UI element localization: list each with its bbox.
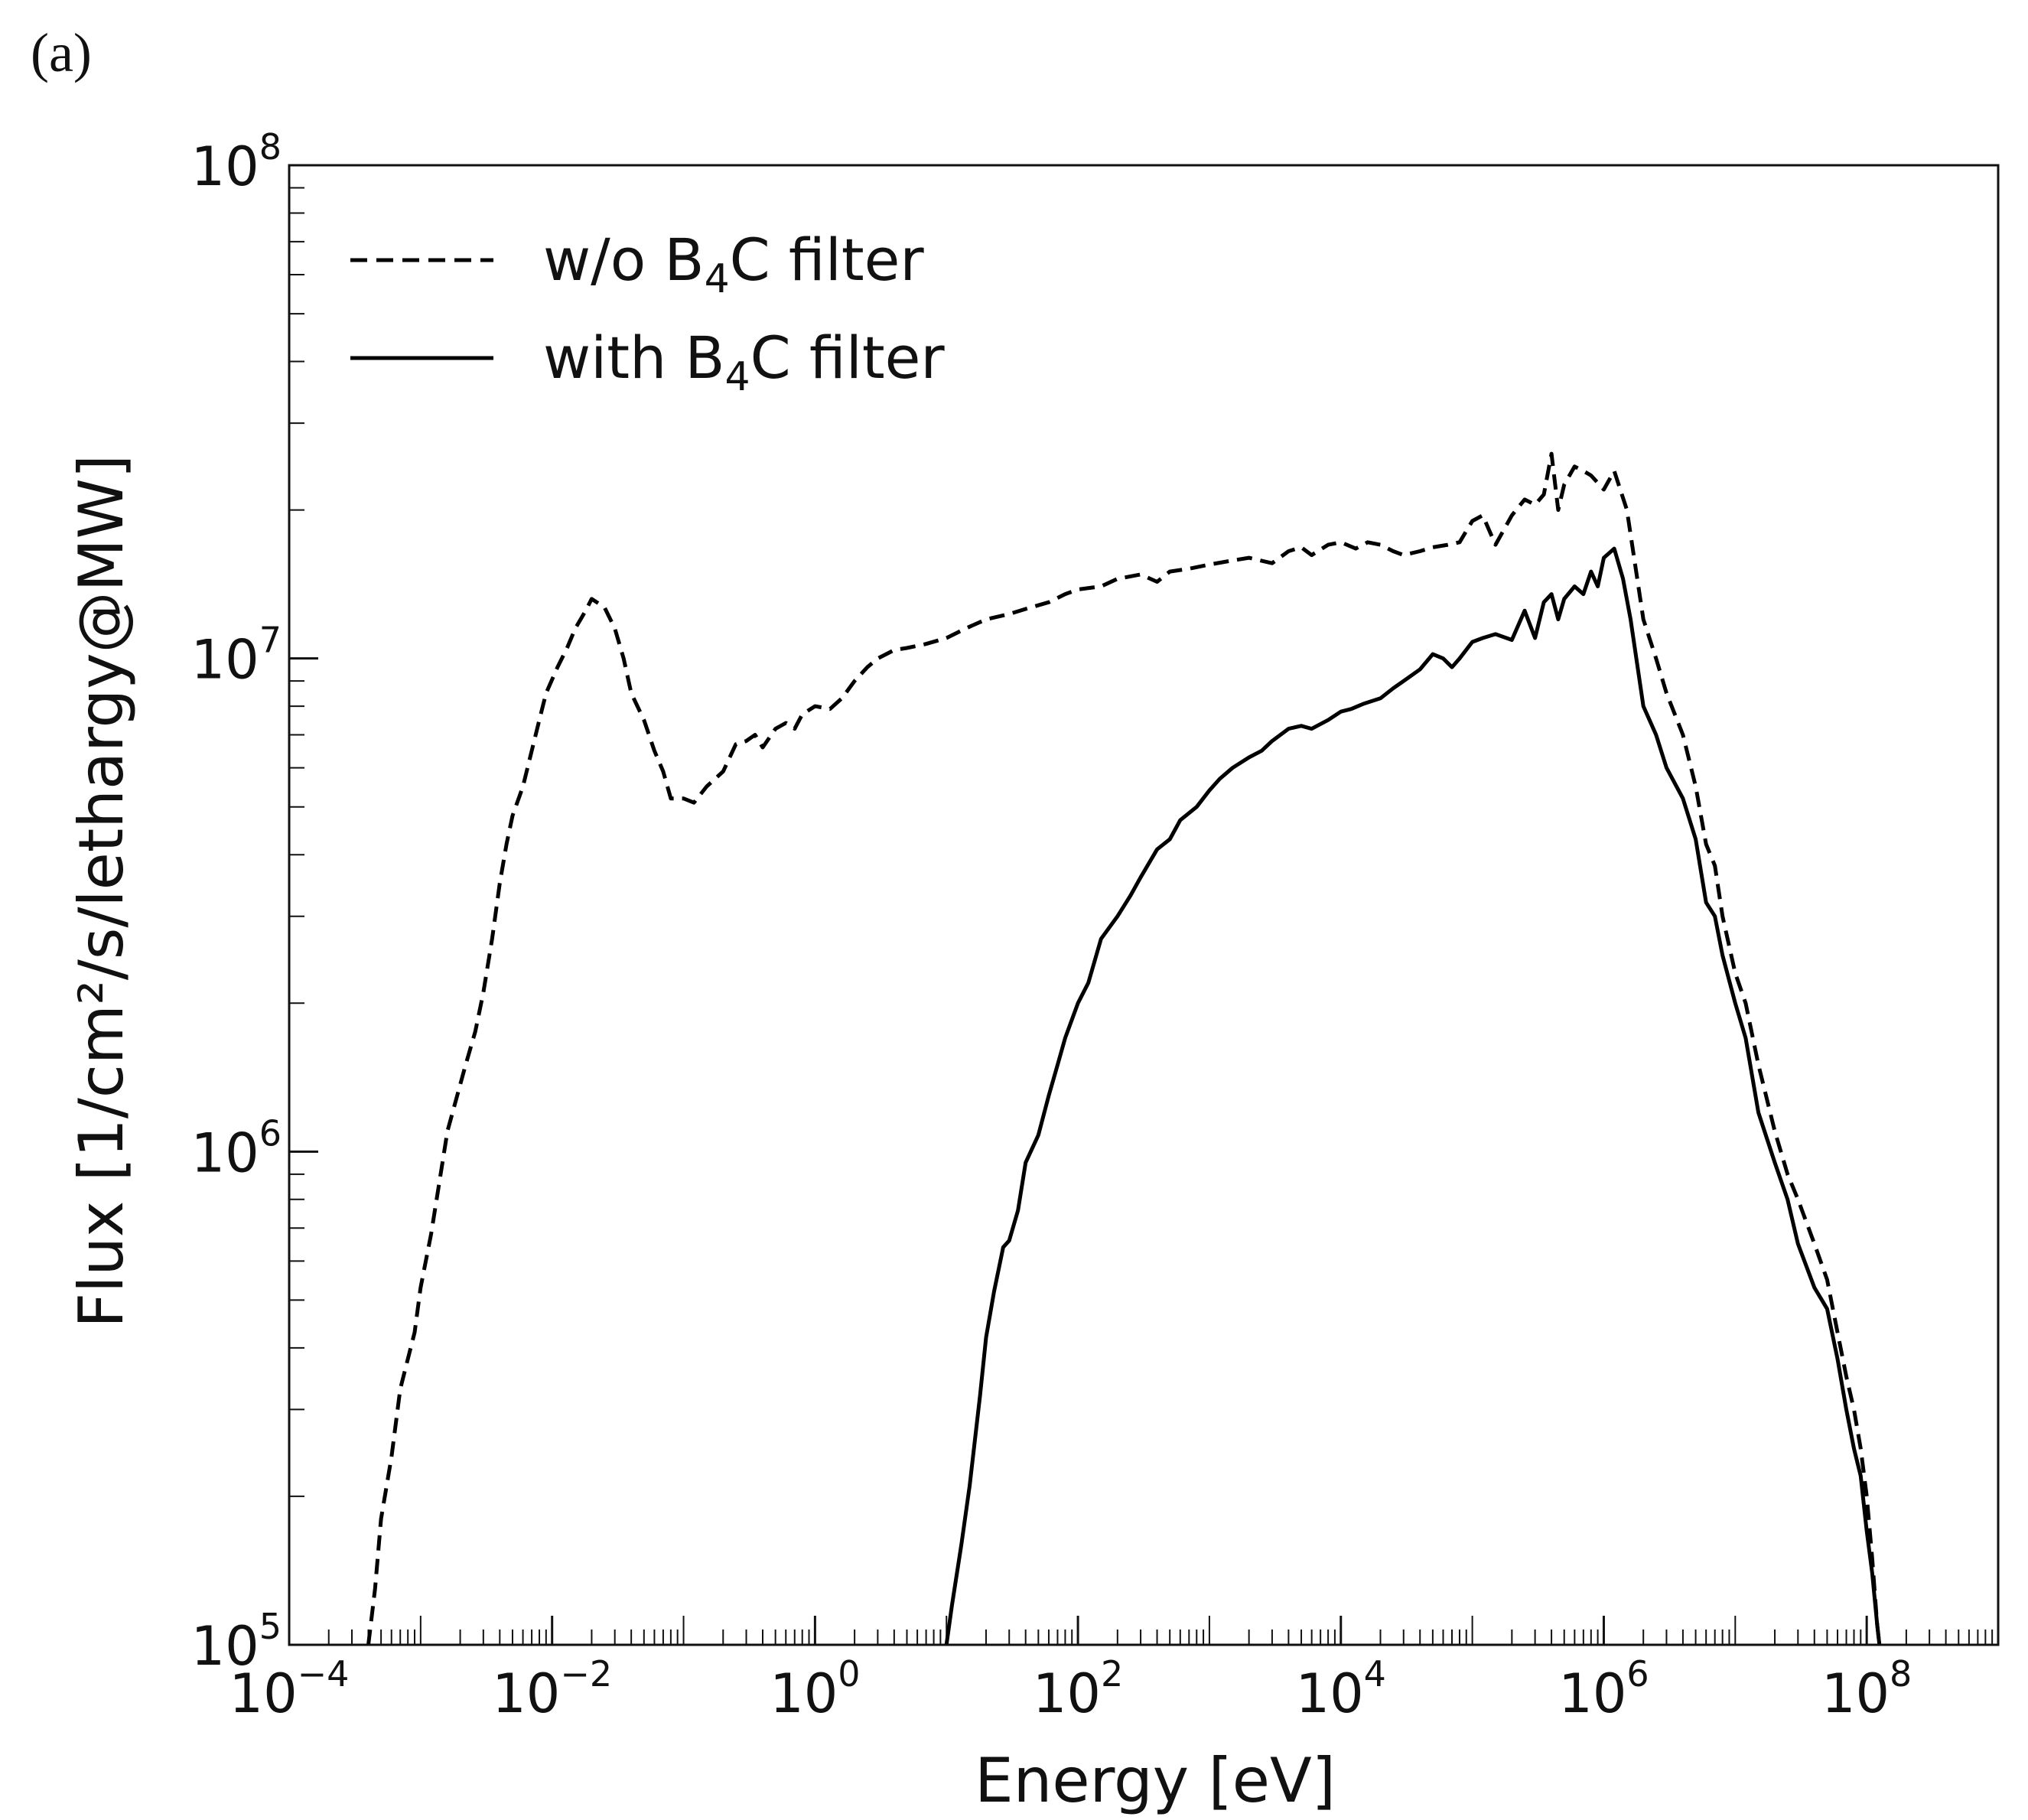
series-with-b4c-filter xyxy=(944,546,1882,1646)
tick-labels: 10−4 10−2 100 102 104 106 108 105 106 107 108 xyxy=(191,126,1912,1725)
x-tick-label: 106 xyxy=(1558,1653,1649,1725)
x-tick-label: 10−4 xyxy=(229,1653,350,1725)
plot-frame xyxy=(288,164,2000,1646)
y-tick-label: 107 xyxy=(191,620,282,692)
legend-label-solid: with B4C filter xyxy=(543,324,945,400)
y-axis-label: Flux [1/cm²/s/lethargy@MW] xyxy=(66,454,137,1328)
legend-label-dashed: w/o B4C filter xyxy=(543,226,924,302)
legend: w/o B4C filter with B4C filter xyxy=(350,226,945,400)
x-tick-label: 102 xyxy=(1033,1653,1123,1725)
x-tick-label: 108 xyxy=(1821,1653,1912,1725)
panel-label: (a) xyxy=(31,22,92,83)
x-tick-label: 10−2 xyxy=(492,1653,612,1725)
series-layer xyxy=(366,451,1882,1646)
y-tick-label: 108 xyxy=(191,126,282,198)
y-tick-label: 105 xyxy=(191,1606,282,1678)
x-tick-label: 100 xyxy=(770,1653,860,1725)
x-axis-label: Energy [eV] xyxy=(975,1745,1336,1816)
x-tick-label: 104 xyxy=(1296,1653,1386,1725)
y-tick-label: 106 xyxy=(191,1112,282,1184)
series-without-b4c-filter xyxy=(366,451,1882,1646)
